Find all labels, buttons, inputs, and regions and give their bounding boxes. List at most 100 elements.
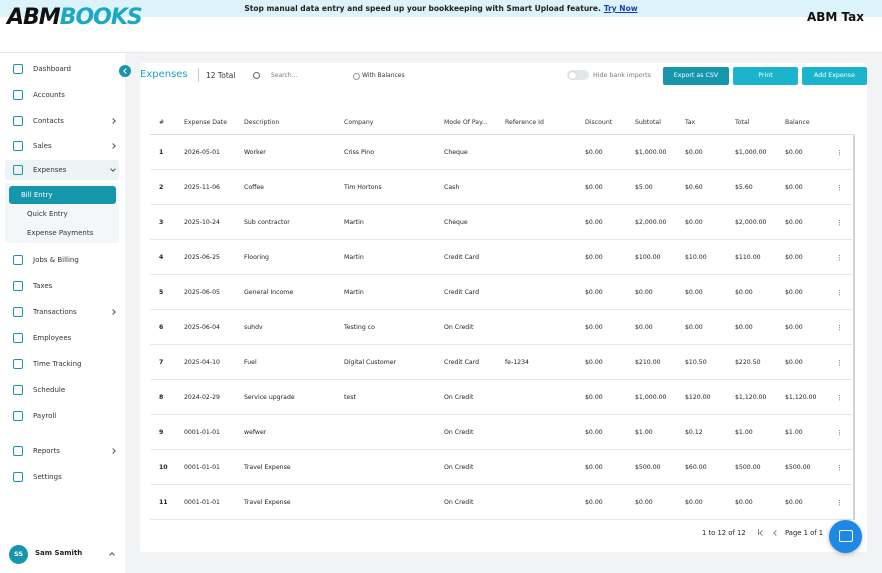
- table-cell: $0.00: [585, 184, 603, 191]
- logo-first: ABM: [7, 5, 61, 30]
- table-cell: 2025-04-10: [184, 359, 220, 366]
- table-cell: Tim Hortons: [344, 184, 382, 191]
- column-header[interactable]: #: [159, 119, 165, 126]
- row-menu[interactable]: [839, 220, 841, 222]
- table-cell: Travel Expense: [244, 464, 291, 471]
- nav-item[interactable]: Jobs & Billing: [0, 252, 125, 268]
- table-cell: $500.00: [635, 464, 661, 471]
- row-menu[interactable]: [839, 500, 841, 502]
- row-divider: [150, 379, 854, 380]
- with-balances-label[interactable]: With Balances: [362, 72, 405, 79]
- table-cell: 5: [159, 289, 164, 296]
- column-header[interactable]: Total: [735, 119, 750, 126]
- nav-item[interactable]: Sales: [0, 138, 125, 154]
- column-header[interactable]: Tax: [685, 119, 696, 126]
- collapse-sidebar[interactable]: [119, 65, 131, 77]
- nav-item[interactable]: Settings: [0, 469, 125, 485]
- row-menu[interactable]: [839, 395, 841, 397]
- table-cell: Sub contractor: [244, 219, 290, 226]
- column-header[interactable]: Reference Id: [505, 119, 544, 126]
- table-cell: $210.00: [635, 359, 661, 366]
- table-cell: 6: [159, 324, 164, 331]
- row-menu[interactable]: [839, 290, 841, 292]
- nav-icon: [13, 64, 23, 74]
- nav-item[interactable]: Reports: [0, 443, 125, 459]
- toolbar-button[interactable]: Add Expense: [802, 67, 867, 85]
- total-count: 12 Total: [206, 71, 236, 80]
- row-menu[interactable]: [839, 360, 841, 362]
- table-cell: Service upgrade: [244, 394, 295, 401]
- nav-item[interactable]: Schedule: [0, 382, 125, 398]
- row-divider: [150, 204, 854, 205]
- user-name[interactable]: Sam Samith: [35, 549, 83, 557]
- table-cell: $1,000.00: [635, 394, 667, 401]
- table-cell: $1.00: [735, 429, 753, 436]
- table-cell: $0.00: [585, 359, 603, 366]
- nav-item[interactable]: Payroll: [0, 408, 125, 424]
- user-avatar[interactable]: SS: [9, 545, 28, 564]
- nav-item[interactable]: Expenses: [5, 160, 119, 180]
- column-header[interactable]: Discount: [585, 119, 613, 126]
- table-cell: Martin: [344, 219, 364, 226]
- row-divider: [150, 449, 854, 450]
- table-cell: $0.00: [635, 289, 653, 296]
- table-cell: $1.00: [635, 429, 653, 436]
- column-header[interactable]: Mode Of Pay...: [444, 119, 488, 126]
- column-header[interactable]: Company: [344, 119, 374, 126]
- toolbar-button[interactable]: Export as CSV: [663, 67, 729, 85]
- row-menu[interactable]: [839, 465, 841, 467]
- table-cell: $110.00: [735, 254, 761, 261]
- nav-label: Sales: [33, 142, 52, 150]
- column-header[interactable]: Description: [244, 119, 280, 126]
- column-header[interactable]: Balance: [785, 119, 810, 126]
- column-header[interactable]: Subtotal: [635, 119, 661, 126]
- scrollbar[interactable]: [853, 135, 855, 520]
- nav-icon: [13, 385, 23, 395]
- table-cell: 3: [159, 219, 164, 226]
- header: [0, 17, 882, 53]
- nav-item[interactable]: Contacts: [0, 113, 125, 129]
- table-cell: Fuel: [244, 359, 257, 366]
- row-menu[interactable]: [839, 430, 841, 432]
- sub-nav-item[interactable]: Quick Entry: [27, 210, 68, 218]
- nav-item[interactable]: Dashboard: [0, 61, 125, 77]
- nav-icon: [13, 90, 23, 100]
- table-cell: $0.00: [685, 289, 703, 296]
- logo[interactable]: ABMBOOKS: [7, 5, 143, 30]
- table-cell: On Credit: [444, 464, 474, 471]
- nav-item[interactable]: Accounts: [0, 87, 125, 103]
- row-divider: [150, 484, 854, 485]
- pagination-range: 1 to 12 of 12: [702, 529, 746, 537]
- nav-label: Schedule: [33, 386, 66, 394]
- nav-item[interactable]: Transactions: [0, 304, 125, 320]
- sub-nav-item[interactable]: Bill Entry: [9, 186, 116, 204]
- first-page-bar: [758, 529, 759, 535]
- table-cell: 10: [159, 464, 168, 471]
- table-cell: $0.60: [685, 184, 703, 191]
- table-cell: $0.00: [585, 324, 603, 331]
- search-input[interactable]: Search...: [271, 72, 298, 79]
- with-balances-checkbox[interactable]: [353, 73, 360, 80]
- row-divider: [150, 239, 854, 240]
- table-cell: On Credit: [444, 394, 474, 401]
- table-cell: $0.00: [685, 324, 703, 331]
- sub-nav-item[interactable]: Expense Payments: [27, 229, 94, 237]
- nav-chevron: [110, 143, 116, 149]
- table-cell: 0001-01-01: [184, 499, 220, 506]
- nav-item[interactable]: Taxes: [0, 278, 125, 294]
- row-menu[interactable]: [839, 325, 841, 327]
- hide-bank-imports-toggle[interactable]: [567, 70, 589, 80]
- chat-button[interactable]: [829, 520, 862, 553]
- column-header[interactable]: Expense Date: [184, 119, 228, 126]
- table-cell: Travel Expense: [244, 499, 291, 506]
- nav-item[interactable]: Time Tracking: [0, 356, 125, 372]
- nav-item[interactable]: Employees: [0, 330, 125, 346]
- toolbar-button[interactable]: Print: [733, 67, 798, 85]
- row-menu[interactable]: [839, 150, 841, 152]
- row-menu[interactable]: [839, 185, 841, 187]
- page-title: Expenses: [140, 69, 188, 80]
- table-cell: 2024-02-29: [184, 394, 220, 401]
- table-cell: 2025-06-05: [184, 289, 220, 296]
- row-menu[interactable]: [839, 255, 841, 257]
- try-now-link[interactable]: Try Now: [603, 4, 638, 13]
